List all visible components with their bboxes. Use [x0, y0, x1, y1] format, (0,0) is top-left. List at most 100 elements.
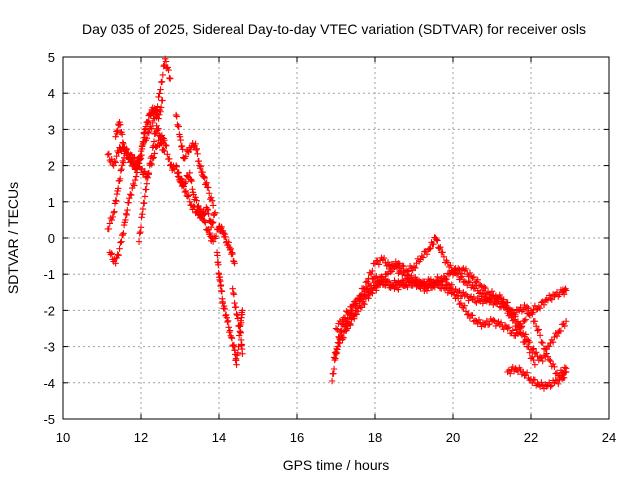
- data-point: [525, 310, 532, 317]
- data-point: [177, 175, 185, 182]
- data-point: [231, 260, 238, 267]
- data-point: [233, 361, 240, 368]
- data-point: [458, 273, 466, 280]
- data-point: [344, 308, 351, 316]
- data-point: [117, 167, 125, 174]
- data-point: [509, 317, 516, 324]
- data-point: [239, 307, 246, 314]
- data-point: [108, 216, 115, 224]
- data-point: [535, 303, 542, 310]
- data-points: [104, 55, 570, 392]
- data-point: [189, 186, 196, 193]
- data-point: [117, 239, 124, 246]
- data-point: [182, 153, 190, 160]
- data-point: [200, 173, 208, 181]
- data-point: [136, 230, 143, 237]
- data-point: [400, 268, 407, 276]
- data-point: [208, 194, 215, 201]
- data-point: [212, 232, 220, 240]
- data-point: [215, 261, 222, 269]
- data-point: [551, 363, 558, 370]
- data-point: [114, 251, 121, 258]
- data-point: [118, 238, 125, 245]
- data-point: [523, 369, 531, 376]
- data-point: [490, 316, 497, 324]
- data-point: [348, 303, 355, 310]
- data-point: [360, 299, 367, 307]
- data-point: [204, 206, 212, 214]
- plot-frame: [62, 56, 610, 420]
- data-point: [155, 115, 162, 122]
- x-tick-label: 18: [368, 430, 382, 445]
- data-point: [166, 74, 173, 82]
- data-point: [182, 178, 190, 186]
- data-point: [423, 250, 431, 258]
- data-point: [119, 157, 126, 165]
- x-tick-label: 10: [56, 430, 70, 445]
- data-point: [125, 199, 132, 206]
- data-point: [177, 136, 184, 144]
- data-point: [176, 133, 184, 140]
- data-point: [547, 295, 554, 302]
- data-point: [148, 153, 155, 160]
- data-point: [530, 356, 537, 364]
- data-point: [130, 182, 138, 189]
- data-point: [392, 263, 399, 270]
- data-point: [201, 174, 208, 182]
- data-point: [434, 237, 441, 244]
- grid: [63, 57, 609, 419]
- data-point: [531, 376, 539, 384]
- data-point: [122, 216, 129, 224]
- data-point: [116, 245, 123, 252]
- data-point: [166, 155, 173, 162]
- data-point: [330, 365, 338, 373]
- data-point: [562, 287, 570, 294]
- data-point: [504, 306, 511, 313]
- data-point: [192, 194, 199, 201]
- data-point: [135, 238, 143, 245]
- data-point: [504, 325, 511, 332]
- data-point: [470, 293, 477, 301]
- data-point: [139, 205, 147, 213]
- data-point: [230, 291, 238, 298]
- data-point: [127, 191, 134, 198]
- data-point: [443, 276, 450, 283]
- data-point: [439, 249, 446, 256]
- data-point: [512, 365, 519, 372]
- data-point: [234, 349, 242, 357]
- data-point: [418, 252, 425, 260]
- data-point: [484, 321, 492, 328]
- data-point: [111, 208, 118, 215]
- data-point: [161, 137, 168, 144]
- data-point: [159, 71, 167, 79]
- data-point: [234, 311, 241, 319]
- y-tick-label: -1: [43, 267, 55, 282]
- data-point: [503, 302, 510, 309]
- data-point: [426, 280, 433, 288]
- data-point: [133, 169, 141, 176]
- data-point: [204, 205, 211, 213]
- data-point: [457, 299, 464, 307]
- data-point: [192, 140, 199, 148]
- data-point: [104, 151, 112, 158]
- data-point: [160, 62, 167, 70]
- data-point: [330, 370, 337, 377]
- data-point: [148, 125, 155, 132]
- data-point: [224, 317, 232, 324]
- data-point: [181, 188, 189, 196]
- data-point: [138, 214, 145, 221]
- data-point: [222, 233, 229, 241]
- data-point: [219, 299, 227, 307]
- data-point: [507, 370, 514, 377]
- data-point: [138, 151, 145, 159]
- data-point: [477, 281, 484, 289]
- data-point: [383, 271, 390, 278]
- data-point: [123, 211, 130, 219]
- data-point: [351, 315, 358, 322]
- data-point: [106, 220, 113, 227]
- data-point: [218, 288, 226, 295]
- data-point: [533, 322, 540, 330]
- data-point: [469, 312, 476, 319]
- data-point: [373, 272, 380, 280]
- data-point: [158, 78, 166, 85]
